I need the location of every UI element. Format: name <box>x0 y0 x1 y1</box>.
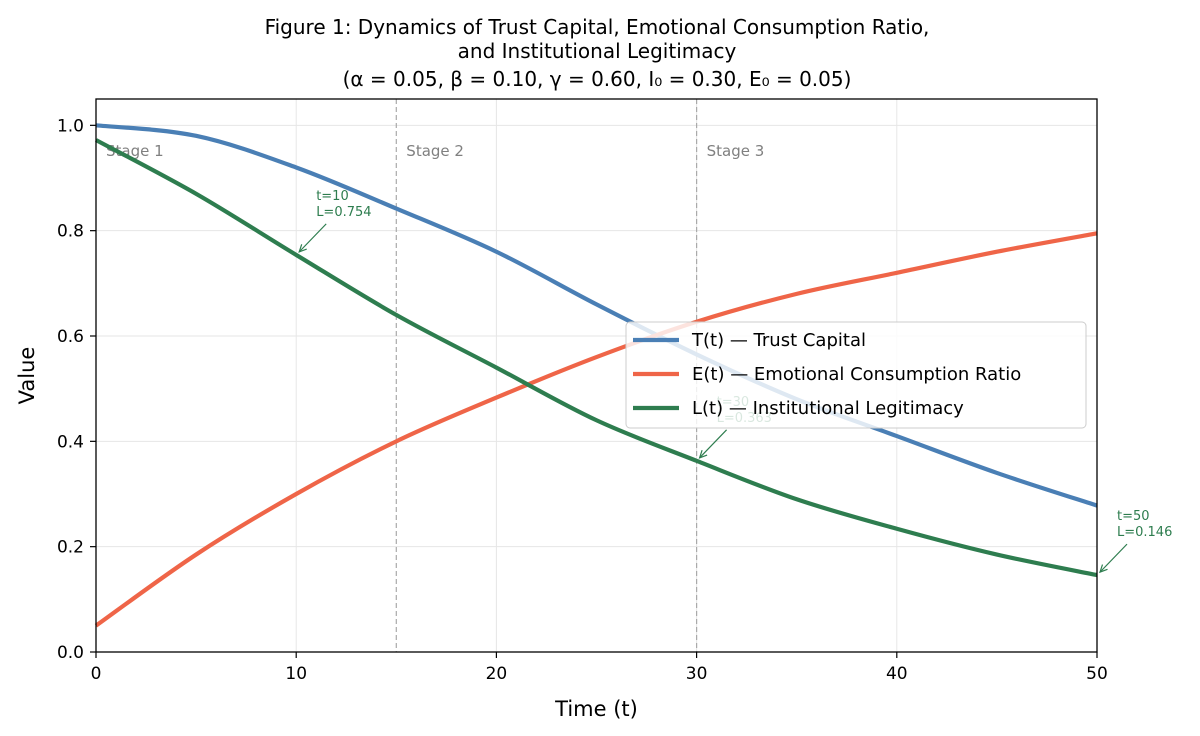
x-tick-label: 40 <box>886 664 908 684</box>
x-axis-label: Time (t) <box>554 697 638 721</box>
series-line-2 <box>95 138 1098 578</box>
chart-title-line: (α = 0.05, β = 0.10, γ = 0.60, I₀ = 0.30… <box>343 67 852 91</box>
annotation-text: t=10 <box>316 189 349 204</box>
y-axis-label: Value <box>15 347 39 405</box>
annotation-arrowhead <box>1099 564 1108 574</box>
chart-title-line: and Institutional Legitimacy <box>458 39 737 63</box>
series-lines <box>94 123 1098 628</box>
stage-label: Stage 2 <box>406 142 464 160</box>
annotation-text: L=0.146 <box>1117 525 1172 540</box>
legend-label-0: T(t) — Trust Capital <box>691 330 866 351</box>
x-tick-label: 10 <box>285 664 307 684</box>
annotation-text: t=50 <box>1117 509 1150 524</box>
annotation-arrow <box>298 223 327 253</box>
x-tick-label: 50 <box>1086 664 1108 684</box>
axes: 0 10 20 30 40 50 0.0 0.2 0.4 0.6 0.8 1.0 Time (t) Val… <box>15 98 1108 721</box>
x-tick-label: 30 <box>686 664 708 684</box>
annotation-arrowhead <box>698 450 708 459</box>
y-tick-label: 1.0 <box>57 116 84 136</box>
chart-title-line: Figure 1: Dynamics of Trust Capital, Emo… <box>265 15 930 39</box>
plot-frame <box>95 98 1098 653</box>
y-tick-label: 0.6 <box>57 327 84 347</box>
x-tick-label: 0 <box>91 664 102 684</box>
series-line-0 <box>95 123 1098 508</box>
legend: T(t) — Trust Capital E(t) — Emotional Con… <box>625 321 1087 429</box>
chart-title: Figure 1: Dynamics of Trust Capital, Emo… <box>265 15 930 91</box>
annotation-arrow <box>1099 543 1128 573</box>
y-tick-label: 0.4 <box>57 432 84 452</box>
annotation-text: L=0.754 <box>316 205 371 220</box>
stage-label: Stage 1 <box>106 142 164 160</box>
annotation-arrow <box>699 429 728 459</box>
stage-label: Stage 3 <box>707 142 765 160</box>
series-line-1 <box>94 231 1098 628</box>
y-tick-label: 0.0 <box>57 643 84 663</box>
legend-label-2: L(t) — Institutional Legitimacy <box>692 398 964 419</box>
annotation-arrowhead <box>298 244 307 253</box>
legend-label-1: E(t) — Emotional Consumption Ratio <box>692 364 1021 385</box>
y-tick-label: 0.2 <box>57 538 84 558</box>
y-tick-label: 0.8 <box>57 222 84 242</box>
legend-box <box>625 321 1087 429</box>
x-tick-label: 20 <box>486 664 508 684</box>
